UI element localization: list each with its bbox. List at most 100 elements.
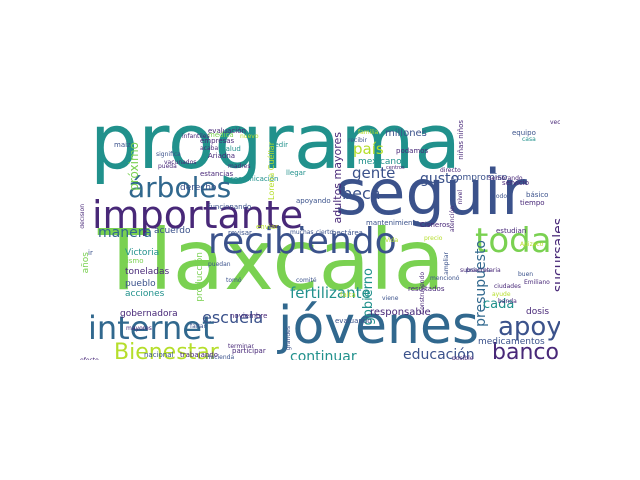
word: toneladas [125,267,170,277]
word: beca [342,184,381,203]
word: enviar [256,223,278,231]
word: Emiliano [524,279,550,286]
word: modo [490,193,507,200]
word: falta [340,291,356,299]
word: Ariadna [208,152,236,160]
word: ayude [492,291,511,298]
word: programa [90,120,461,186]
word: comunicación [230,175,279,183]
word: revisar [228,229,252,237]
word: médica [208,131,234,139]
word: noviembre [230,312,268,320]
word: mencionó [430,275,460,282]
word: resultados [408,285,445,293]
word: mantenimiento [366,219,420,227]
word: hectárea [332,229,363,237]
word: toda [475,221,552,261]
word: básico [526,191,549,199]
word: muchas [290,229,314,236]
word: podamos [396,147,429,155]
word: grandes [285,326,292,351]
word: cada [483,297,515,312]
word: mayores [126,325,152,332]
word: estudian [496,227,527,235]
word: estancias [200,170,234,178]
word: comité [296,277,317,284]
word: Tlaxcala [98,211,445,309]
word: niñas niños [457,120,465,160]
word: compromiso [452,173,508,183]
word: jóvenes [278,296,480,356]
word: próxima [466,267,491,274]
word: derecho [180,183,217,193]
word: Lorena Cuéllar [267,142,276,200]
word: Hacienda [206,354,235,361]
word: acciones [125,289,165,299]
word: fertilizante [290,284,371,302]
word: posible [452,355,474,361]
word: internet [88,309,215,347]
word: familia [358,129,379,136]
word: equipo [512,129,536,137]
word: salud [222,145,241,153]
word: directo [440,167,461,174]
word: árboles [128,171,232,204]
word: participar [232,347,266,355]
word: llegar [286,169,306,177]
word: terminar [228,343,254,350]
word: acuerdo [154,226,191,236]
word: sucursales [551,218,560,293]
word: funcionando [208,203,252,211]
word: evaluando [335,317,372,325]
word: presupuesto [473,240,489,327]
word: decisión [80,204,86,229]
word: importante [92,193,304,237]
word: infantiles [182,133,210,140]
word: buen [518,271,534,278]
word: apoyo [498,312,560,342]
word: viene [382,295,399,302]
word: seguir [335,156,527,229]
word: ir [88,249,93,257]
word: pedir [270,141,289,149]
word: mexicano [358,157,402,167]
word: nacional [144,351,174,359]
word: país [353,140,384,158]
word: Cisneros [420,221,450,229]
word: gusto [420,171,460,187]
word: trabajando [180,351,219,359]
word: Vida [385,237,399,244]
word: banda [498,298,517,305]
word: tiempo [520,199,545,207]
word: ciudades [494,283,521,290]
word: puedan [208,261,231,268]
word: mismo [120,257,144,265]
word: apoyando [296,197,331,205]
word: gobernadora [120,309,178,319]
word: servicio [502,179,529,187]
word: evaluación [208,127,246,135]
word: significa [156,151,181,158]
word: efecto [80,358,99,361]
word: continuar [290,349,357,360]
word: nuevo [240,133,259,140]
word: pueda [158,163,177,170]
word: veces [550,120,560,126]
word: Apizaco [520,241,544,248]
word: Bienestar [114,340,219,361]
word: precio [424,235,443,242]
word: nivel [457,190,464,205]
word: empresas [200,137,235,145]
word: producción [195,252,205,302]
word: Victoria [125,248,160,258]
word: tomó [226,277,242,284]
word: dosis [526,307,550,317]
word: casa [522,136,536,143]
word: responsable [370,307,431,318]
word: ampliar [443,252,450,275]
word: gente [352,164,396,182]
word: recibiendo [208,221,397,262]
word: millones [385,128,427,139]
word: cierto [316,229,334,236]
word: Construyendo [419,272,426,314]
